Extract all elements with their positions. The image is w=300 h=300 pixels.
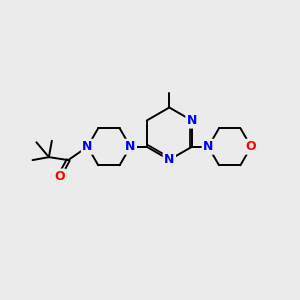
Text: O: O bbox=[54, 170, 64, 183]
Text: N: N bbox=[164, 153, 175, 166]
Text: N: N bbox=[125, 140, 136, 153]
Text: N: N bbox=[82, 140, 93, 153]
Text: N: N bbox=[203, 140, 214, 153]
Text: N: N bbox=[187, 114, 197, 127]
Text: O: O bbox=[246, 140, 256, 153]
